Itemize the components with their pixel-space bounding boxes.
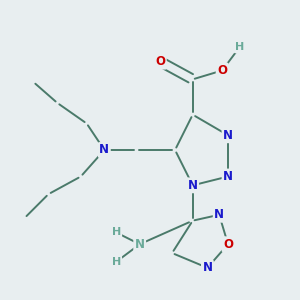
Text: N: N [223, 170, 233, 183]
Text: N: N [202, 261, 212, 274]
Text: H: H [235, 42, 244, 52]
Text: N: N [99, 143, 110, 157]
Text: N: N [223, 129, 233, 142]
Text: N: N [214, 208, 224, 221]
Text: N: N [135, 238, 145, 251]
Text: O: O [155, 55, 165, 68]
Text: H: H [112, 257, 121, 267]
Text: O: O [217, 64, 227, 77]
Text: H: H [112, 227, 121, 237]
Text: O: O [223, 238, 233, 251]
Text: N: N [188, 179, 198, 192]
